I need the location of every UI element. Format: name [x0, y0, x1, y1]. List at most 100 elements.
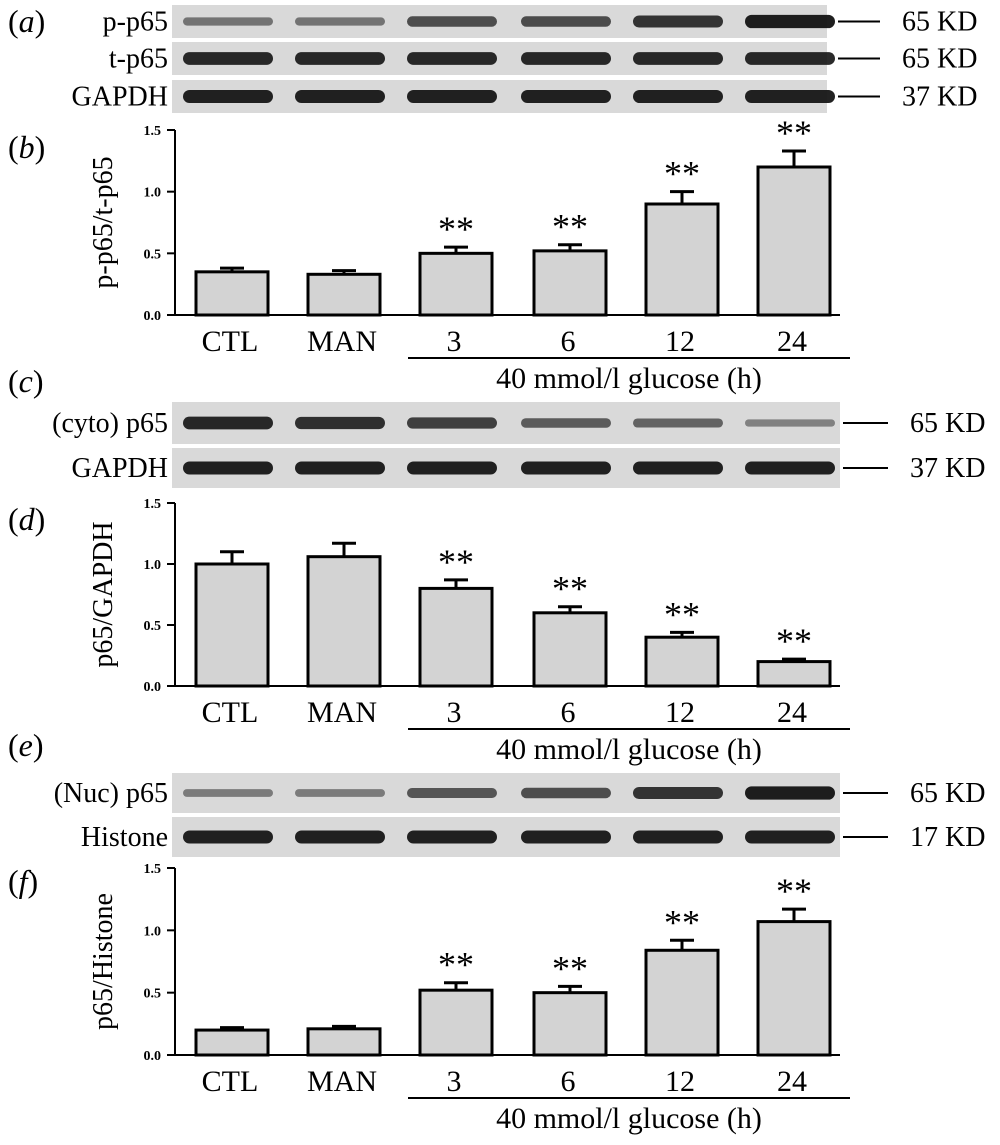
marker-size-label: 65 KD — [902, 44, 977, 75]
marker-size-label: 17 KD — [910, 822, 985, 853]
x-tick-label: 12 — [665, 696, 695, 729]
panel-label: (f) — [8, 863, 38, 899]
y-tick-label: 1.5 — [144, 497, 162, 512]
y-tick-label: 1.0 — [144, 924, 162, 939]
blot-band — [407, 830, 497, 844]
significance-mark: ** — [552, 948, 588, 988]
blot-band — [633, 89, 723, 104]
x-tick-label: 6 — [561, 1065, 576, 1098]
blot-band — [407, 52, 497, 65]
blot-band — [407, 16, 497, 27]
bar — [194, 270, 270, 317]
blot-row-label: GAPDH — [72, 453, 168, 484]
y-tick-label: 1.5 — [144, 124, 162, 139]
x-tick-label: MAN — [307, 325, 377, 358]
y-axis-label: p65/Histone — [88, 893, 119, 1030]
blot-band — [745, 786, 835, 800]
x-tick-label: 12 — [665, 1065, 695, 1098]
marker-size-label: 65 KD — [910, 778, 985, 809]
bar — [306, 555, 382, 688]
significance-mark: ** — [438, 945, 474, 985]
bar — [756, 165, 832, 317]
blot-band — [295, 52, 385, 65]
bar — [194, 562, 270, 688]
significance-mark: ** — [776, 871, 812, 911]
blot-band — [521, 787, 611, 799]
significance-mark: ** — [552, 207, 588, 247]
bar — [306, 272, 382, 317]
panel-label: (a) — [8, 3, 45, 39]
x-tick-label: MAN — [307, 1065, 377, 1098]
blot-band — [295, 461, 385, 475]
blot-band — [745, 52, 835, 65]
blot-band — [521, 16, 611, 27]
significance-mark: ** — [438, 542, 474, 582]
blot-band — [183, 17, 273, 26]
blot-band — [745, 89, 835, 104]
significance-mark: ** — [664, 154, 700, 194]
bar — [418, 586, 494, 688]
blot-band — [407, 461, 497, 475]
x-tick-label: 6 — [561, 696, 576, 729]
y-tick-label: 0.5 — [144, 987, 162, 1002]
bar — [644, 202, 720, 317]
blot-band — [183, 52, 273, 65]
panel-label: (c) — [8, 363, 44, 399]
blot-band — [745, 14, 835, 29]
blot-band — [295, 789, 385, 797]
significance-mark: ** — [664, 594, 700, 634]
blot-row-label: (Nuc) p65 — [54, 778, 168, 809]
blot-band — [295, 416, 385, 430]
marker-size-label: 65 KD — [902, 7, 977, 38]
blot-band — [407, 417, 497, 429]
y-tick-label: 1.0 — [144, 186, 162, 201]
x-tick-label: 24 — [777, 696, 807, 729]
significance-mark: ** — [776, 113, 812, 153]
blot-band — [633, 52, 723, 65]
blot-band — [183, 789, 273, 797]
blot-row-label: p-p65 — [103, 7, 168, 38]
bar — [644, 635, 720, 688]
x-tick-label: MAN — [307, 696, 377, 729]
y-tick-label: 1.0 — [144, 558, 162, 573]
y-tick-label: 0.0 — [144, 1049, 162, 1064]
blot-row-label: Histone — [81, 822, 168, 853]
panel-label: (d) — [8, 501, 45, 537]
x-tick-label: CTL — [202, 696, 259, 729]
blot-band — [633, 786, 723, 800]
blot-band — [521, 89, 611, 104]
blot-row-label: (cyto) p65 — [52, 408, 168, 439]
bar — [756, 920, 832, 1057]
blot-band — [633, 418, 723, 428]
blot-band — [295, 89, 385, 104]
blot-band — [521, 52, 611, 65]
blot-band — [745, 419, 835, 427]
blot-band — [295, 17, 385, 26]
x-tick-label: 24 — [777, 325, 807, 358]
y-tick-label: 0.0 — [144, 680, 162, 695]
significance-mark: ** — [552, 569, 588, 609]
significance-mark: ** — [776, 621, 812, 661]
blot-row-label: GAPDH — [72, 82, 168, 113]
blot-band — [521, 461, 611, 475]
y-tick-label: 0.5 — [144, 619, 162, 634]
bar — [756, 660, 832, 688]
bar — [532, 249, 608, 317]
treatment-label: 40 mmol/l glucose (h) — [496, 362, 762, 395]
panel-label: (b) — [8, 129, 45, 165]
panel-label: (e) — [8, 727, 44, 763]
x-tick-label: 6 — [561, 325, 576, 358]
x-tick-label: 3 — [447, 696, 462, 729]
bar — [418, 988, 494, 1057]
blot-band — [183, 461, 273, 475]
blot-strip — [172, 773, 840, 813]
blot-band — [295, 830, 385, 844]
blot-strip — [172, 448, 840, 488]
x-tick-label: 24 — [777, 1065, 807, 1098]
y-tick-label: 0.5 — [144, 247, 162, 262]
significance-mark: ** — [664, 902, 700, 942]
blot-band — [633, 830, 723, 844]
y-tick-label: 1.5 — [144, 862, 162, 877]
marker-size-label: 65 KD — [910, 408, 985, 439]
